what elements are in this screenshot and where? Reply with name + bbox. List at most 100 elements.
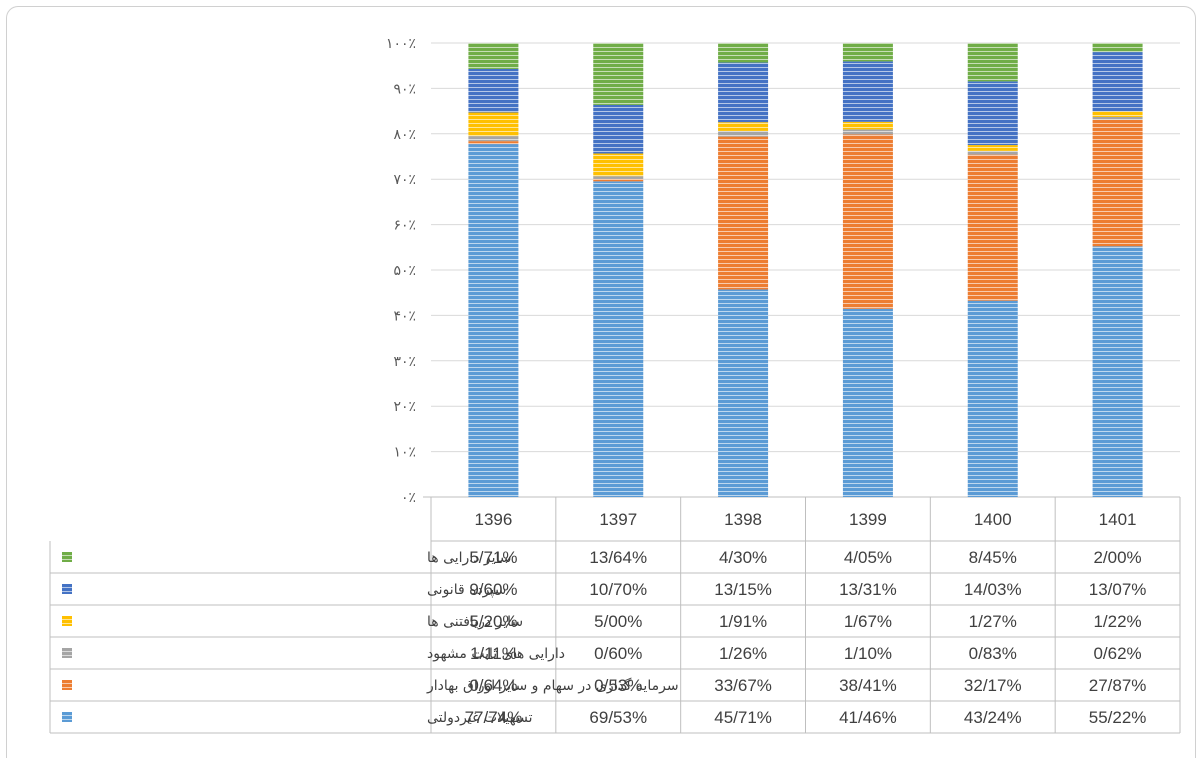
bar-segment [842,308,893,497]
series-name: سپرده قانونی [427,582,506,598]
bar-segment [1092,43,1143,53]
bar-segment [593,181,644,497]
x-tick-label: 1399 [849,510,887,529]
bar-segment [718,122,769,131]
bar-segment [967,300,1018,497]
data-cell: 1/22% [1093,612,1141,631]
data-cell: 43/24% [964,708,1022,727]
data-cell: 0/53% [594,676,642,695]
y-tick-label: ۷۰٪ [393,172,416,188]
bar-segment [1092,52,1143,112]
bar-segment [593,176,644,179]
data-cell: 9/60% [469,580,517,599]
data-cell: 13/15% [714,580,772,599]
x-tick-label: 1398 [724,510,762,529]
y-tick-label: ۱۰٪ [393,445,416,461]
series-name: سایر دارایی ها [427,550,512,566]
legend-key [62,680,72,690]
bar-segment [468,136,519,142]
chart-frame [6,6,1196,758]
bar-segment [842,61,893,122]
bar-segment [842,121,893,130]
y-tick-label: ۶۰٪ [393,218,416,234]
series-name: سایر دریافتنی ها [427,614,523,630]
bar-segment [718,43,769,63]
data-cell: 13/07% [1089,580,1147,599]
data-cell: 10/70% [589,580,647,599]
series-name: دارایی های ثابت مشهود [427,646,565,662]
data-cell: 27/87% [1089,676,1147,695]
x-tick-label: 1401 [1099,510,1137,529]
bar-segment [468,43,519,69]
legend-key [62,552,72,562]
data-cell: 33/67% [714,676,772,695]
bar-segment [593,104,644,154]
y-tick-label: ۴۰٪ [393,308,416,324]
bar-segment [967,154,1018,301]
data-cell: 1/27% [969,612,1017,631]
legend-key [62,712,72,722]
data-cell: 14/03% [964,580,1022,599]
data-cell: 0/83% [969,644,1017,663]
bar-segment [718,289,769,497]
data-cell: 13/64% [589,548,647,567]
bar-segment [593,178,644,182]
bar-segment [1092,246,1143,497]
bar-segment [842,43,893,62]
y-tick-label: ۹۰٪ [393,81,416,97]
bar-segment [967,43,1018,82]
data-cell: 0/62% [1093,644,1141,663]
data-cell: 4/05% [844,548,892,567]
data-cell: 77/74% [465,708,523,727]
data-cell: 1/91% [719,612,767,631]
y-tick-label: ۸۰٪ [393,127,416,143]
bar-segment [967,145,1018,151]
bar-segment [468,112,519,137]
data-cell: 13/31% [839,580,897,599]
bar-segment [842,129,893,135]
data-cell: 41/46% [839,708,897,727]
data-cell: 4/30% [719,548,767,567]
bar-segment [1092,116,1143,120]
data-cell: 0/60% [594,644,642,663]
bar-segment [1092,111,1143,117]
data-cell: 1/67% [844,612,892,631]
data-cell: 1/26% [719,644,767,663]
bar-segment [967,150,1018,155]
legend-key [62,648,72,658]
bar-segment [842,134,893,309]
data-cell: 55/22% [1089,708,1147,727]
data-cell: 5/71% [469,548,517,567]
data-cell: 5/20% [469,612,517,631]
data-cell: 45/71% [714,708,772,727]
data-cell: 1/10% [844,644,892,663]
x-tick-label: 1397 [599,510,637,529]
bar-segment [468,68,519,113]
bar-segment [1092,119,1143,247]
bar-segment [593,153,644,177]
data-cell: 5/00% [594,612,642,631]
data-cell: 32/17% [964,676,1022,695]
y-tick-label: ۱۰۰٪ [386,36,416,52]
bar-segment [468,144,519,497]
bar-segment [967,81,1018,146]
series-name: سرمایه گذاری در سهام و سایر اوراق بهادار [426,677,679,694]
y-tick-label: ۰٪ [401,490,416,506]
y-tick-label: ۲۰٪ [393,399,416,415]
y-tick-label: ۵۰٪ [393,263,416,279]
x-tick-label: 1400 [974,510,1012,529]
bar-segment [593,43,644,105]
bar-segment [718,62,769,123]
data-cell: 8/45% [969,548,1017,567]
series-name: تسهیلات غیردولتی [427,710,533,726]
x-tick-label: 1396 [475,510,513,529]
legend-key [62,616,72,626]
bar-segment [468,141,519,145]
data-cell: 69/53% [589,708,647,727]
legend-key [62,584,72,594]
data-cell: 2/00% [1093,548,1141,567]
data-cell: 0/64% [469,676,517,695]
y-tick-label: ۳۰٪ [393,354,416,370]
data-cell: 1/11% [470,644,517,663]
